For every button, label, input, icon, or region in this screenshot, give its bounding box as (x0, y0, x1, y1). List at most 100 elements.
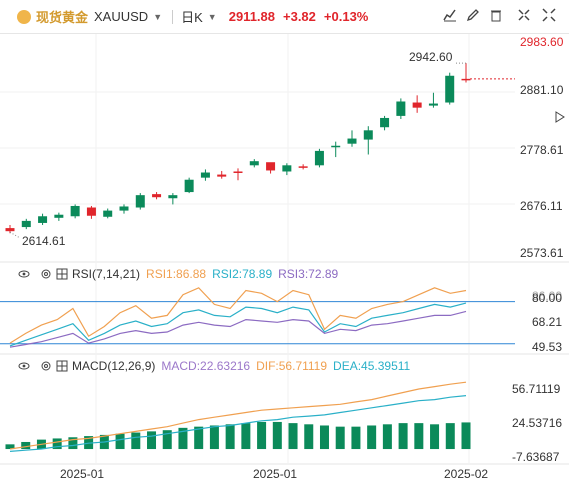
price-change-pct: +0.13% (323, 9, 369, 24)
candle-body (168, 195, 178, 199)
chart-settings-icon[interactable] (553, 110, 569, 128)
grid-icon[interactable] (56, 268, 68, 280)
macd-histogram-bar (335, 426, 345, 450)
macd-histogram-bar (272, 421, 282, 450)
rsi-axis-label: 80.00 (532, 291, 563, 305)
rsi3-label: RSI3:72.89 (278, 267, 339, 281)
macd-histogram-bar (304, 424, 314, 450)
gear-icon[interactable] (40, 268, 52, 280)
macd-histogram-bar (319, 425, 329, 450)
macd-histogram-bar (445, 423, 455, 450)
candle-body (331, 145, 341, 148)
gold-logo-icon (17, 9, 31, 24)
price-axis-label: 2778.61 (520, 143, 564, 157)
macd-axis-label: 56.71119 (512, 382, 561, 396)
low-annotation: 2614.61 (22, 234, 66, 248)
candle-body (217, 174, 227, 177)
price-axis-label: 2881.10 (520, 83, 564, 97)
rsi-header: RSI(7,14,21) RSI1:86.88 RSI2:78.89 RSI3:… (0, 265, 344, 283)
dif-line (9, 381, 467, 450)
candle-body (266, 162, 276, 171)
macd-histogram-bar (178, 427, 188, 450)
price-axis-label: 2573.61 (520, 246, 564, 260)
chart-type-icon[interactable] (443, 8, 461, 26)
macd-histogram-bar (115, 433, 125, 450)
dif-label: DIF:56.71119 (256, 359, 328, 373)
candle-body (314, 150, 324, 166)
macd-title: MACD(12,26,9) (72, 359, 156, 373)
macd-histogram-bar (225, 424, 235, 450)
macd-histogram-bar (257, 421, 267, 450)
dea-label: DEA:45.39511 (333, 359, 411, 373)
candle-body (70, 205, 80, 217)
macd-histogram-bar (430, 424, 440, 450)
macd-histogram-bar (461, 422, 471, 450)
timeframe-dropdown-icon[interactable]: ▼ (207, 11, 217, 22)
rsi-axis-label: 49.53 (532, 340, 563, 354)
macd-histogram-bar (209, 425, 219, 450)
symbol-label[interactable]: XAUUSD (94, 9, 149, 24)
macd-histogram-bar (52, 438, 62, 450)
instrument-name[interactable]: 现货黄金 (36, 10, 89, 25)
restore-icon[interactable] (542, 8, 560, 26)
candle-body (135, 195, 145, 208)
candle-body (445, 75, 455, 103)
macd-histogram-bar (288, 423, 298, 450)
macd-header: MACD(12,26,9) MACD:22.63216 DIF:56.71119… (0, 357, 416, 375)
candle-body (200, 172, 210, 178)
macd-axis-label: 24.53716 (512, 416, 563, 430)
candle-body (5, 228, 15, 232)
rsi3-line (9, 310, 467, 348)
x-axis-label: 2025-02 (444, 467, 489, 481)
rsi-axis-label: 68.21 (532, 315, 563, 329)
dea-line (9, 395, 467, 452)
candle-body (86, 207, 96, 216)
macd-value-label: MACD:22.63216 (161, 359, 251, 373)
macd-histogram-bar (241, 423, 251, 450)
macd-histogram-bar (147, 431, 157, 450)
last-price: 2911.88 (228, 9, 275, 24)
grid-icon[interactable] (56, 360, 68, 372)
gear-icon[interactable] (40, 360, 52, 372)
candle-body (54, 214, 64, 218)
price-change: +3.82 (283, 9, 316, 24)
x-axis-label: 2025-01 (60, 467, 105, 481)
candle-body (461, 78, 471, 81)
macd-histogram-bar (367, 425, 377, 450)
macd-histogram-bar (5, 444, 15, 450)
eye-icon[interactable] (18, 360, 30, 372)
candle-body (103, 210, 113, 217)
delete-icon[interactable] (489, 8, 507, 26)
macd-histogram-bar (414, 423, 424, 450)
candle-body (347, 138, 357, 144)
macd-histogram-bar (382, 424, 392, 450)
macd-histogram-bar (162, 430, 172, 450)
rsi1-label: RSI1:86.88 (146, 267, 207, 281)
low-marker (9, 231, 21, 239)
macd-histogram-bar (84, 436, 94, 450)
candle-body (396, 101, 406, 116)
candle-body (249, 161, 259, 166)
candle-body (21, 220, 31, 228)
draw-icon[interactable] (466, 8, 484, 26)
candle-body (428, 103, 438, 106)
eye-icon[interactable] (18, 268, 30, 280)
rsi2-line (9, 302, 467, 347)
candle-body (184, 179, 194, 193)
fullscreen-icon[interactable] (517, 8, 535, 26)
macd-histogram-bar (68, 437, 78, 450)
candle-body (233, 171, 243, 173)
price-axis-label: 2983.60 (520, 35, 564, 49)
macd-histogram-bar (21, 441, 31, 450)
macd-histogram-bar (131, 432, 141, 450)
symbol-dropdown-icon[interactable]: ▼ (153, 11, 163, 22)
candle-body (282, 165, 292, 172)
candle-body (412, 102, 422, 108)
macd-histogram-bar (398, 423, 408, 450)
rsi1-line (9, 287, 467, 344)
price-axis-label: 2676.11 (520, 199, 563, 213)
macd-axis-label: -7.63687 (512, 450, 560, 464)
timeframe-label[interactable]: 日K (181, 10, 203, 25)
high-annotation: 2942.60 (409, 50, 453, 64)
